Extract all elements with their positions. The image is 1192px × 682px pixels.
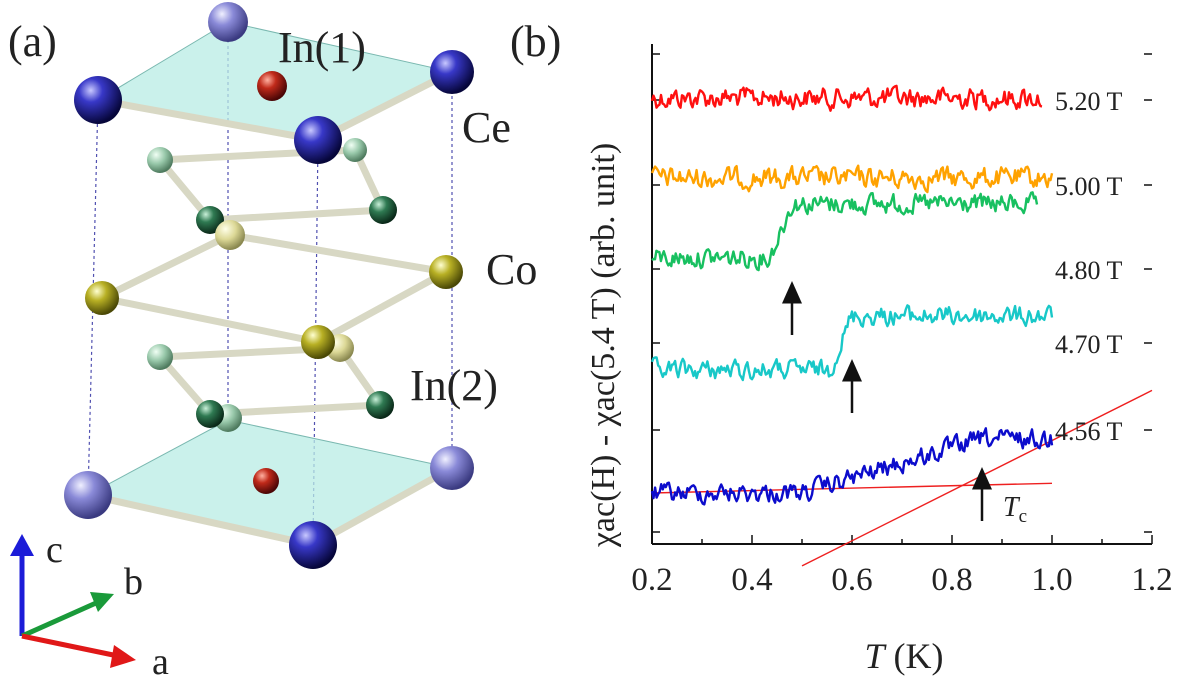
transition-arrows: [782, 281, 992, 521]
axes-triad: c b a: [10, 529, 169, 682]
co-atom: [85, 281, 119, 315]
ce-atom: [430, 50, 474, 94]
x-tick-label: 0.8: [931, 562, 972, 598]
c-axis-label: c: [46, 529, 63, 571]
series-line: [650, 304, 1054, 382]
series-line: [650, 427, 1054, 506]
atoms: [64, 2, 474, 569]
data-series: [650, 84, 1054, 506]
series-line: [650, 84, 1043, 112]
in2-atom: [369, 196, 397, 224]
series-label: 4.56 T: [1055, 417, 1123, 446]
series-line: [651, 191, 1039, 272]
tc-label: Tc: [1003, 492, 1027, 527]
x-axis-label: T (K): [864, 636, 943, 676]
in2-atom: [343, 138, 367, 162]
x-tick-label: 0.4: [731, 562, 772, 598]
series-label: 4.80 T: [1055, 256, 1123, 285]
tc-label-sub: c: [1019, 506, 1027, 527]
in2-atom: [147, 147, 173, 173]
series-line: [650, 164, 1054, 194]
series-label: 5.20 T: [1055, 87, 1123, 116]
in1-atom: [253, 468, 279, 494]
co-label: Co: [486, 245, 537, 294]
in2-label: In(2): [410, 361, 498, 410]
in2-atom: [196, 206, 224, 234]
panel-a-label: (a): [8, 17, 57, 66]
a-axis-label: a: [152, 641, 169, 682]
ce-atom: [208, 2, 248, 42]
x-tick-label: 1.0: [1031, 562, 1072, 598]
fit-line: [651, 482, 1053, 494]
ce-atom: [294, 116, 342, 164]
co-atom: [301, 325, 335, 359]
in2-atom: [196, 400, 224, 428]
x-axis-unit: (K): [885, 636, 944, 676]
ce-label: Ce: [462, 103, 511, 152]
b-axis-label: b: [124, 561, 143, 603]
y-axis-label: χac(H) - χac(5.4 T) (arb. unit): [585, 143, 622, 548]
co-atom: [215, 220, 245, 250]
x-tick-label: 1.2: [1131, 562, 1172, 598]
series-labels: 5.20 T 5.00 T 4.80 T 4.70 T 4.56 T: [1055, 87, 1123, 446]
in2-atom: [366, 391, 394, 419]
in2-atom: [147, 344, 173, 370]
ce-atom: [430, 446, 474, 490]
plot-frame: [651, 44, 1153, 545]
series-label: 5.00 T: [1055, 172, 1123, 201]
ce-atom: [289, 521, 337, 569]
x-axis-var: T: [864, 636, 887, 676]
tc-label-main: T: [1003, 492, 1021, 523]
panel-b-label: (b): [510, 17, 561, 66]
x-tick-label: 0.2: [631, 562, 672, 598]
susceptibility-chart: (b) χac(H) - χac(5.4 T) (arb. unit) T (K…: [510, 17, 1173, 676]
ce-atom: [64, 471, 112, 519]
x-tick-label: 0.6: [831, 562, 872, 598]
in1-label: In(1): [278, 23, 366, 72]
series-label: 4.70 T: [1055, 330, 1123, 359]
ce-atom: [74, 76, 122, 124]
co-atom: [429, 255, 463, 289]
crystal-structure-panel: (a): [8, 2, 537, 682]
in1-atom: [257, 71, 287, 101]
x-tick-labels: 0.2 0.4 0.6 0.8 1.0 1.2: [631, 562, 1172, 598]
